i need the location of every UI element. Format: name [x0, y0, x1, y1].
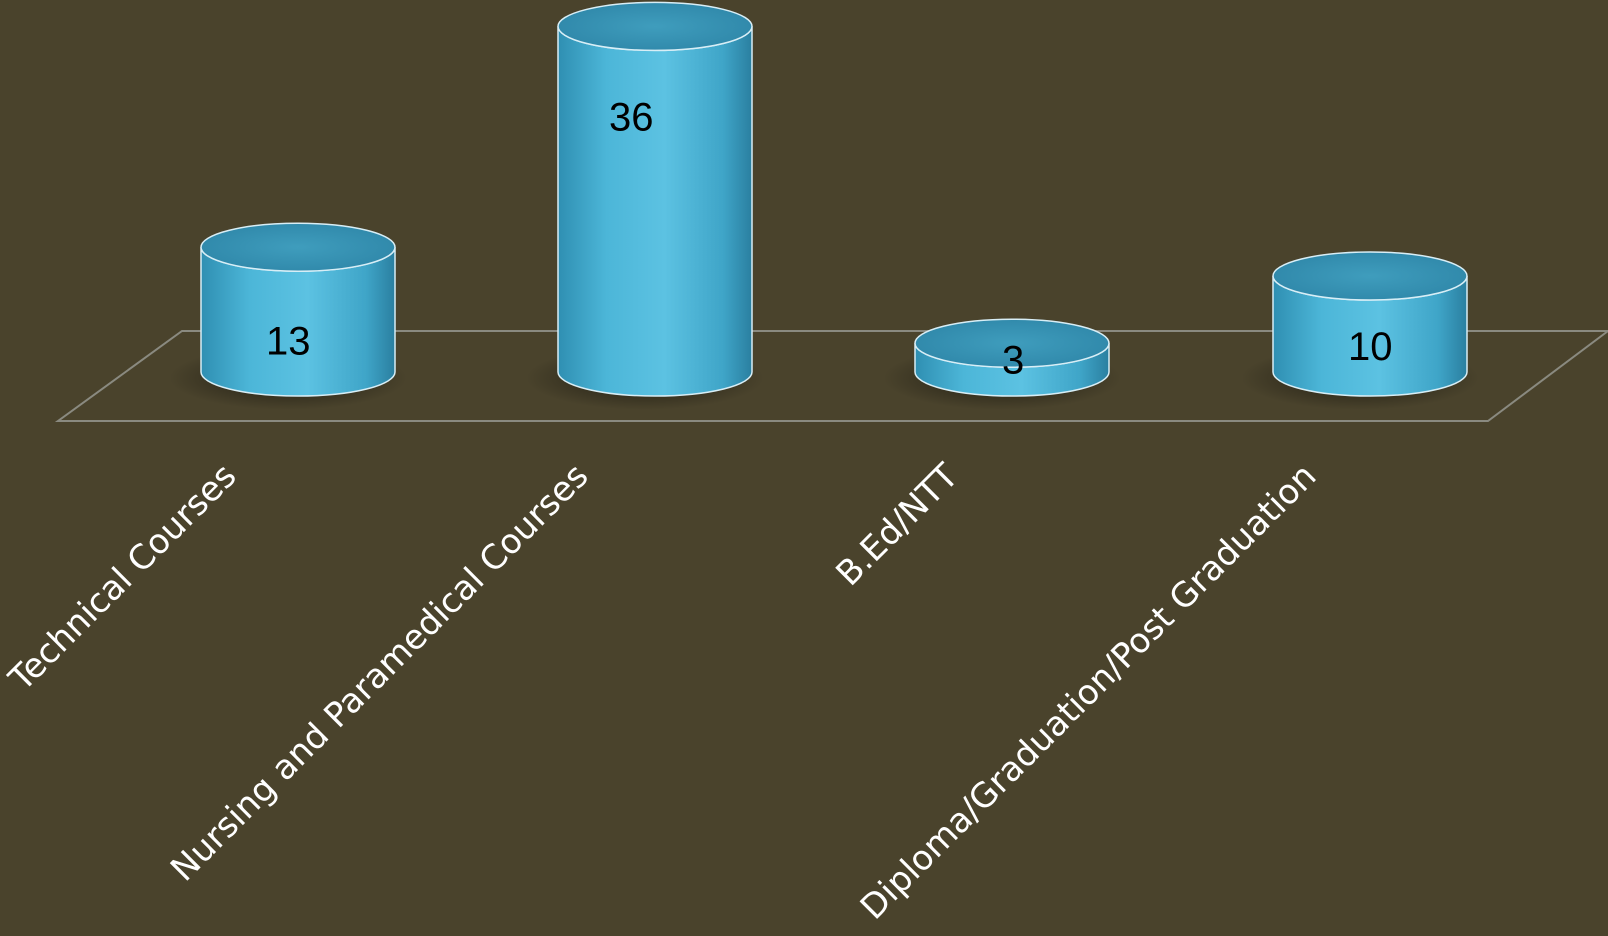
category-label: Nursing and Paramedical Courses — [163, 456, 596, 889]
bar-body — [557, 26, 753, 397]
bar-top-cap — [557, 1, 753, 52]
bar-top-cap — [1272, 251, 1468, 301]
chart-floor-plane — [54, 330, 1608, 422]
category-label: Technical Courses — [1, 456, 244, 699]
bar-nursing-and-paramedical-courses: 36 — [526, 1, 764, 410]
data-label: 10 — [1348, 325, 1393, 369]
data-label: 13 — [266, 320, 311, 364]
data-label: 3 — [1002, 339, 1024, 383]
data-label: 36 — [609, 95, 654, 139]
category-label: B.Ed/NTT — [828, 456, 966, 594]
bar-diploma-graduation-post-graduation: 10 — [1241, 251, 1479, 410]
bar-b-ed-ntt: 3 — [883, 318, 1121, 410]
bar-top-cap — [200, 222, 396, 272]
bar-group: 13 36 3 10 — [169, 1, 1479, 410]
bar-technical-courses: 13 — [169, 222, 407, 410]
bar-top-cap — [914, 318, 1110, 368]
